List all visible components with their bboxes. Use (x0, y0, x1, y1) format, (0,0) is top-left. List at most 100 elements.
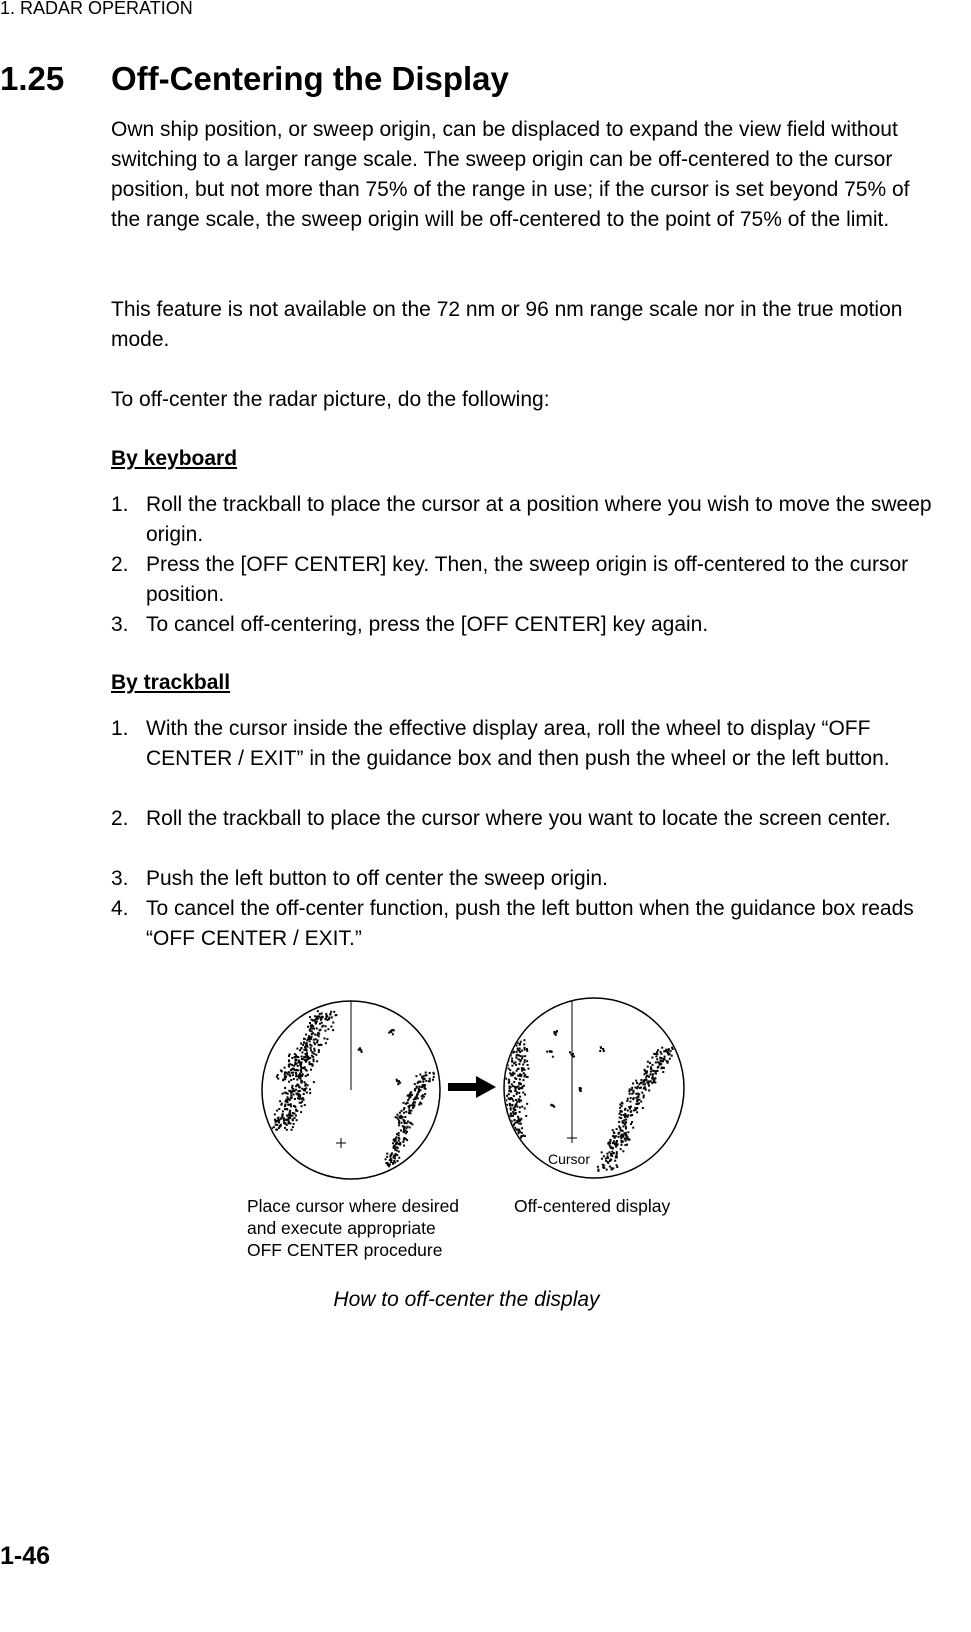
echo-dot (279, 1100, 282, 1103)
echo-dot (624, 1112, 627, 1115)
echo-dot (639, 1086, 642, 1089)
echo-dot (516, 1047, 519, 1050)
echo-dot (300, 1097, 303, 1100)
echo-dot (643, 1068, 646, 1071)
echo-dot (505, 1077, 508, 1080)
echo-dot (648, 1061, 651, 1064)
echo-dot (512, 1094, 515, 1097)
echo-dot (285, 1118, 288, 1121)
echo-dot (292, 1104, 295, 1107)
echo-dot (294, 1071, 297, 1074)
echo-dot (403, 1129, 406, 1132)
echo-dot (403, 1120, 406, 1123)
echo-dot (518, 1078, 521, 1081)
echo-dot (395, 1136, 398, 1139)
echo-dot (628, 1106, 631, 1109)
echo-dot (291, 1074, 294, 1077)
echo-dot (303, 1104, 306, 1107)
echo-dot (284, 1078, 287, 1081)
echo-dot (508, 1080, 511, 1083)
echo-dot (318, 1043, 321, 1046)
echo-dot (316, 1034, 319, 1037)
echo-dot (296, 1047, 299, 1050)
echo-dot (400, 1109, 403, 1112)
echo-dot (306, 1025, 309, 1028)
echo-dot (517, 1085, 520, 1088)
echo-dot (395, 1078, 398, 1081)
echo-dot (638, 1098, 641, 1101)
echo-dot (396, 1142, 399, 1145)
echo-dot (305, 1041, 308, 1044)
echo-dot (518, 1100, 521, 1103)
echo-dot (397, 1121, 400, 1124)
echo-dot (514, 1128, 517, 1131)
echo-dot (620, 1113, 623, 1116)
echo-dot (605, 1159, 608, 1162)
echo-dot (669, 1050, 672, 1053)
echo-dot (300, 1105, 303, 1108)
echo-dot (301, 1075, 304, 1078)
echo-dot (606, 1156, 609, 1159)
echo-dot (315, 1027, 318, 1030)
echo-dot (511, 1064, 514, 1067)
echo-dot (300, 1057, 303, 1060)
echo-dot (671, 1046, 674, 1049)
echo-dot (400, 1116, 403, 1119)
echo-dot (642, 1087, 645, 1090)
echo-dot (299, 1101, 302, 1104)
echo-dot (403, 1127, 406, 1130)
echo-dot (306, 1054, 309, 1057)
echo-dot (400, 1114, 403, 1117)
echo-dot (666, 1052, 669, 1055)
echo-dot (316, 1010, 319, 1013)
echo-dot (301, 1051, 304, 1054)
echo-dot (509, 1112, 512, 1115)
echo-dot (291, 1084, 294, 1087)
echo-dot (610, 1154, 613, 1157)
echo-dot (520, 1067, 523, 1070)
item-number: 4. (111, 897, 129, 920)
echo-dot (516, 1086, 519, 1089)
echo-dot (288, 1054, 291, 1057)
item-number: 3. (111, 613, 129, 636)
echo-dot (293, 1064, 296, 1067)
echo-dot (394, 1139, 397, 1142)
echo-dot (605, 1168, 608, 1171)
echo-dot (667, 1048, 670, 1051)
echo-dot (420, 1102, 423, 1105)
echo-dot (597, 1168, 600, 1171)
echo-dot (290, 1071, 293, 1074)
echo-dot (418, 1088, 421, 1091)
echo-dot (615, 1152, 618, 1155)
echo-dot (524, 1073, 527, 1076)
echo-dot (287, 1122, 290, 1125)
echo-dot (642, 1080, 645, 1083)
echo-dot (386, 1152, 389, 1155)
echo-dot (518, 1043, 521, 1046)
echo-dot (279, 1125, 282, 1128)
echo-dot (662, 1071, 665, 1074)
echo-dot (625, 1134, 628, 1137)
echo-dot (614, 1135, 617, 1138)
echo-dot (618, 1120, 621, 1123)
echo-dot (275, 1075, 278, 1078)
echo-dot (391, 1033, 394, 1036)
echo-dot (406, 1094, 409, 1097)
echo-dot (277, 1116, 280, 1119)
echo-dot (615, 1155, 618, 1158)
echo-dot (312, 1081, 315, 1084)
echo-dot (411, 1123, 414, 1126)
echo-dot (406, 1101, 409, 1104)
echo-dot (622, 1125, 625, 1128)
echo-dot (522, 1079, 525, 1082)
echo-dot (517, 1119, 520, 1122)
echo-dot (301, 1073, 304, 1076)
echo-dot (635, 1082, 638, 1085)
echo-dot (648, 1075, 651, 1078)
echo-dot (278, 1119, 281, 1122)
echo-dot (300, 1055, 303, 1058)
echo-dot (568, 1051, 571, 1054)
echo-dot (515, 1063, 518, 1066)
echo-dot (388, 1159, 391, 1162)
echo-dot (432, 1072, 435, 1075)
